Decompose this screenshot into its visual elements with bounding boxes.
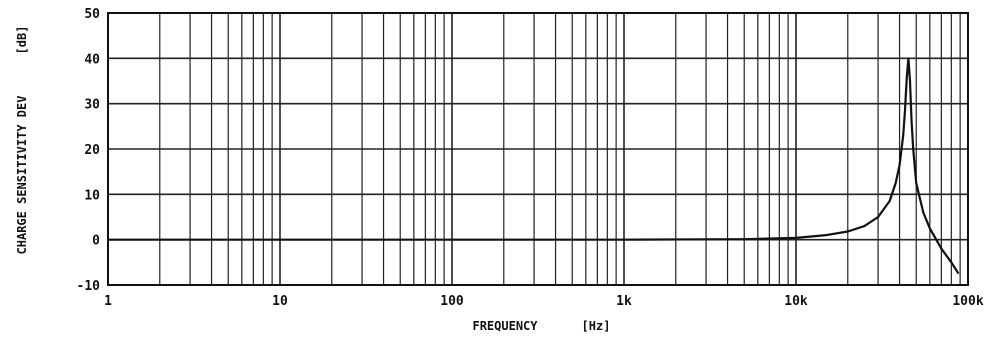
x-tick-label: 1 (104, 294, 112, 309)
x-tick-labels: 1 10 100 1k 10k 100k (104, 294, 984, 309)
x-tick-label: 100k (952, 294, 983, 309)
y-tick-label: 30 (84, 98, 100, 113)
x-axis-unit: [Hz] (582, 319, 611, 333)
x-tick-label: 100 (440, 294, 464, 309)
x-tick-label: 10 (272, 294, 288, 309)
y-tick-labels: 50 40 30 20 10 0 -10 (77, 7, 101, 294)
y-tick-label: 40 (84, 52, 100, 67)
x-tick-label: 1k (616, 294, 632, 309)
y-tick-label: 50 (84, 7, 100, 22)
y-tick-label: 10 (84, 188, 100, 203)
x-axis-label: FREQUENCY (472, 319, 538, 333)
y-tick-label: 20 (84, 143, 100, 158)
y-tick-label: -10 (77, 279, 101, 294)
y-axis-unit: [dB] (15, 26, 29, 55)
y-tick-label: 0 (92, 234, 100, 249)
series-layer (108, 58, 959, 273)
series-line-0 (108, 58, 959, 273)
grid (108, 13, 968, 285)
x-tick-label: 10k (784, 294, 808, 309)
y-axis-label: CHARGE SENSITIVITY DEV (15, 96, 29, 255)
